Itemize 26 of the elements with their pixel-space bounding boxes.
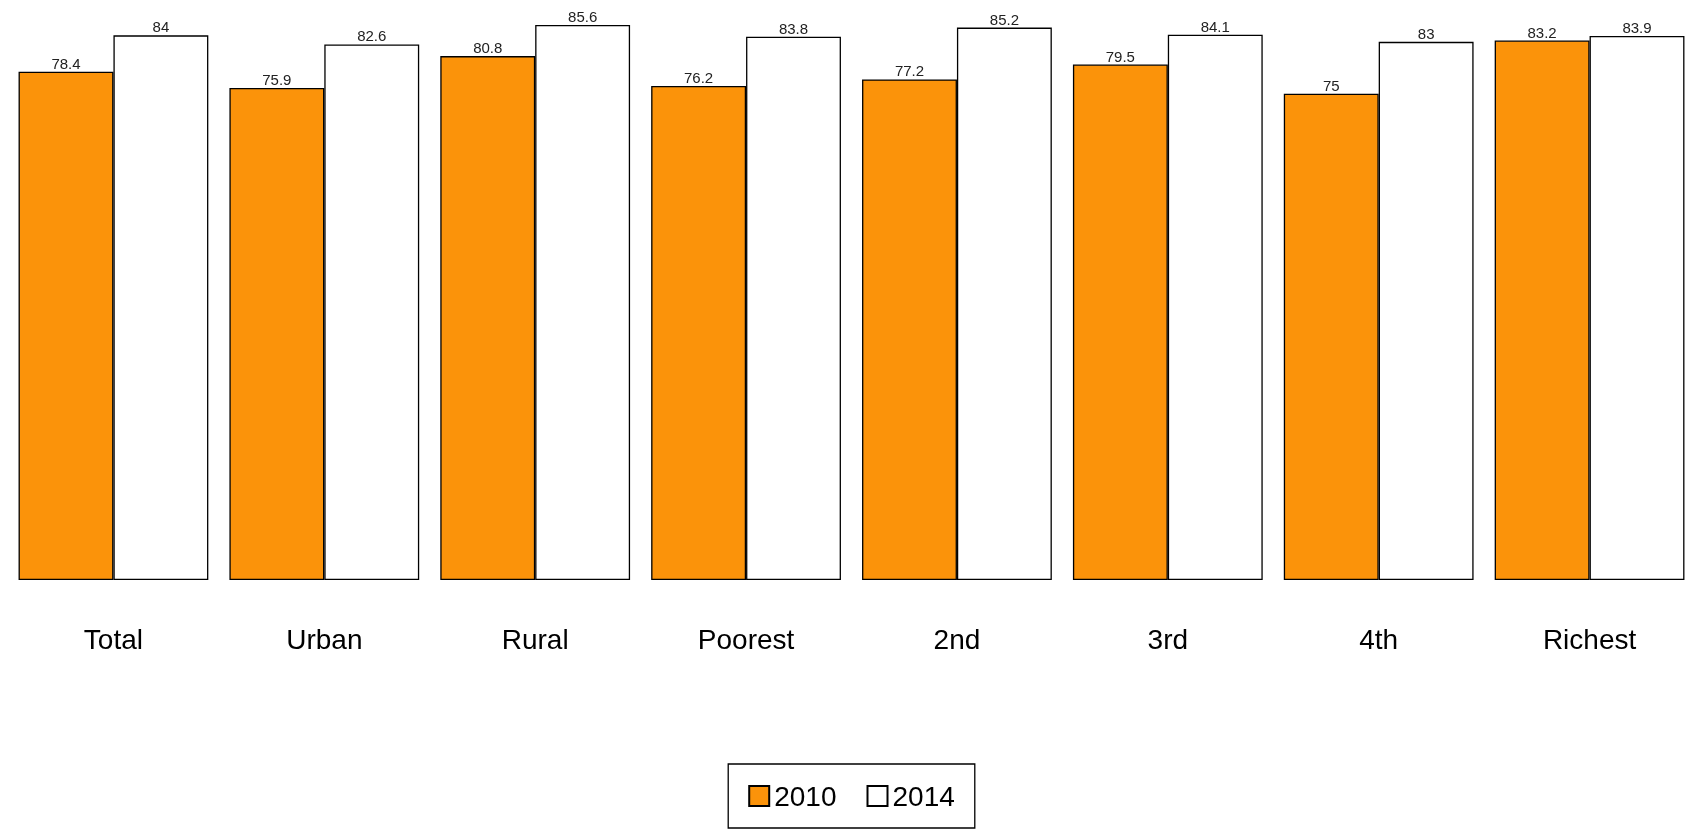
- x-tick-label: 3rd: [1147, 623, 1189, 655]
- x-tick-label: 4th: [1359, 623, 1399, 655]
- x-tick-label: Rural: [501, 623, 569, 655]
- data-label: 78.4: [51, 54, 81, 72]
- data-label: 82.6: [357, 27, 387, 45]
- data-label: 84: [152, 18, 170, 36]
- data-label: 85.2: [989, 10, 1019, 28]
- data-label: 77.2: [894, 62, 925, 80]
- x-tick-label: Richest: [1542, 623, 1637, 655]
- x-tick-label: Urban: [286, 623, 363, 655]
- data-label: 80.8: [473, 39, 503, 57]
- x-tick-label: 2nd: [933, 623, 981, 655]
- data-label: 83.8: [778, 19, 809, 37]
- x-tick-label: Poorest: [697, 623, 795, 655]
- data-label: 83: [1417, 24, 1435, 42]
- data-label: 85.6: [568, 8, 598, 25]
- data-label: 75.9: [262, 70, 292, 88]
- data-label: 84.1: [1200, 17, 1230, 35]
- data-label: 83.9: [1622, 19, 1652, 37]
- x-tick-label: Total: [83, 623, 144, 655]
- data-label: 76.2: [684, 68, 714, 86]
- data-label: 75: [1322, 76, 1340, 94]
- legend-label: 2014: [892, 780, 955, 812]
- data-label: 83.2: [1527, 23, 1557, 41]
- data-label: 79.5: [1105, 47, 1135, 65]
- legend-label: 2010: [774, 780, 837, 812]
